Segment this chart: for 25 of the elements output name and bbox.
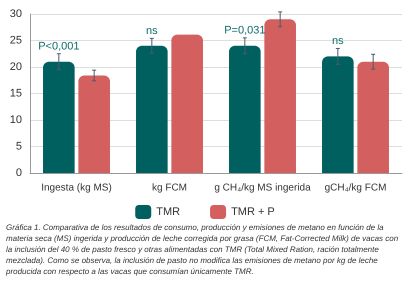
bar — [43, 62, 75, 173]
x-tick-label: Ingesta (kg MS) — [41, 182, 112, 194]
bar — [171, 34, 203, 173]
y-tick-label: 20 — [10, 61, 22, 73]
y-tick-label: 25 — [10, 34, 22, 46]
text: Gráfica 1. Comparativa de los resultados de consumo, producción y emisiones de metano en función de la materia seca (MS) ingerida y producción de leche corregida por grasa (FCM, Fat-Corrected Milk) de vacas con la inclusión del 40 % de pasto fresco y otras alimentadas con TMR (Total Mixed Ration, ración totalmente mezclada). Como se observa, la inclusión de pasto no modifica las emisiones de metano por kg de leche producida con respecto a las vacas que consumían únicamente TMR. — [5, 223, 400, 276]
annotation: ns — [332, 34, 344, 47]
legend-label: TMR — [156, 206, 180, 218]
bar — [264, 19, 296, 173]
legend-label: TMR + P — [231, 206, 275, 218]
bar — [136, 46, 168, 173]
y-tick-label: 0 — [16, 167, 22, 179]
bar — [229, 46, 261, 173]
y-tick-label: 5 — [16, 140, 22, 152]
bar — [322, 56, 354, 173]
y-tick-label: 15 — [10, 88, 22, 100]
bar — [357, 62, 389, 173]
y-tick-label: 30 — [10, 8, 22, 20]
annotation: ns — [146, 24, 158, 37]
bar — [78, 75, 110, 173]
x-tick-label: gCH₄/kg FCM — [324, 182, 386, 194]
x-tick-label: g CH₄/kg MS ingerida — [214, 182, 312, 194]
annotation: P<0,001 — [38, 40, 80, 52]
y-tick-label: 10 — [10, 114, 22, 126]
x-tick-label: kg FCM — [152, 182, 187, 194]
